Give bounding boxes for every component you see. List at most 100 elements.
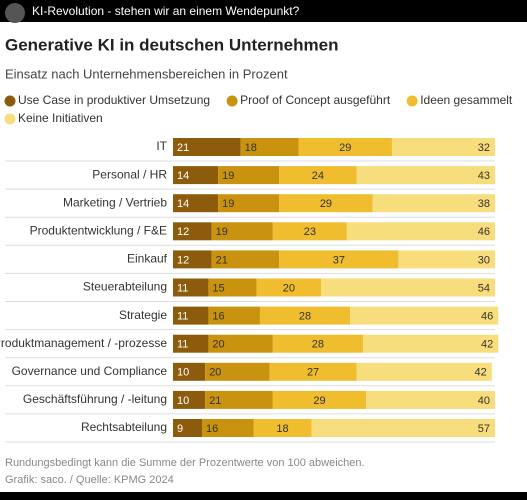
bar-segment bbox=[321, 278, 495, 297]
value-label: 14 bbox=[177, 170, 189, 182]
value-label: 28 bbox=[312, 339, 324, 351]
value-label: 11 bbox=[177, 339, 188, 351]
legend-swatch bbox=[4, 95, 16, 107]
value-label: 11 bbox=[177, 282, 188, 294]
value-label: 46 bbox=[481, 311, 493, 323]
bar-segment bbox=[259, 306, 351, 325]
bar-segment bbox=[205, 390, 273, 409]
value-label: 42 bbox=[481, 339, 493, 351]
value-label: 46 bbox=[478, 226, 490, 238]
value-label: 21 bbox=[216, 254, 228, 266]
bar-segment bbox=[173, 390, 206, 409]
value-label: 42 bbox=[475, 367, 487, 379]
chart-title: Generative KI in deutschen Unternehmen bbox=[5, 35, 338, 54]
footnote: Rundungsbedingt kann die Summe der Proze… bbox=[5, 457, 365, 469]
bar-segment bbox=[356, 166, 495, 185]
bar-segment bbox=[205, 362, 270, 381]
value-label: 29 bbox=[313, 395, 325, 407]
legend-swatch bbox=[406, 95, 418, 107]
bar-segment bbox=[211, 222, 273, 241]
bar-segment bbox=[173, 194, 219, 213]
bar-segment bbox=[240, 138, 299, 156]
bar-segment bbox=[211, 250, 280, 269]
bar-segment bbox=[372, 194, 495, 213]
value-label: 43 bbox=[478, 170, 490, 182]
bar-segment bbox=[208, 334, 273, 353]
value-label: 15 bbox=[212, 282, 224, 294]
bar-segment bbox=[201, 419, 254, 437]
value-label: 29 bbox=[320, 198, 332, 210]
value-label: 21 bbox=[209, 395, 221, 407]
value-label: 23 bbox=[304, 226, 316, 238]
bar-segment bbox=[208, 278, 257, 297]
legend-label: Use Case in produktiver Umsetzung bbox=[18, 93, 210, 107]
value-label: 16 bbox=[206, 423, 218, 435]
bar-segment bbox=[366, 390, 495, 409]
footnote: Grafik: saco. / Quelle: KPMG 2024 bbox=[5, 474, 174, 486]
legend-label: Ideen gesammelt bbox=[420, 93, 513, 107]
value-label: 57 bbox=[478, 423, 490, 435]
legend-swatch bbox=[4, 113, 16, 125]
bar-segment bbox=[173, 306, 209, 325]
legend-label: Keine Initiativen bbox=[18, 111, 103, 125]
category-label: Personal / HR bbox=[92, 167, 167, 181]
bar-segment bbox=[398, 250, 495, 269]
value-label: 38 bbox=[478, 198, 490, 210]
value-label: 40 bbox=[478, 395, 490, 407]
bar-segment bbox=[173, 222, 212, 241]
value-label: 29 bbox=[339, 142, 351, 154]
bar-segment bbox=[173, 419, 202, 437]
value-label: 37 bbox=[333, 254, 345, 266]
category-label: Produktmanagement / -prozesse bbox=[0, 336, 167, 350]
value-label: 28 bbox=[299, 311, 311, 323]
bar-segment bbox=[269, 362, 357, 381]
value-label: 19 bbox=[222, 198, 234, 210]
category-label: Governance und Compliance bbox=[12, 364, 168, 378]
value-label: 18 bbox=[245, 142, 257, 154]
bar-segment bbox=[218, 194, 280, 213]
category-label: Produktentwicklung / F&E bbox=[30, 223, 167, 237]
value-label: 11 bbox=[177, 311, 188, 323]
value-label: 19 bbox=[216, 226, 228, 238]
value-label: 12 bbox=[177, 254, 189, 266]
bar-segment bbox=[279, 194, 373, 213]
chart-subtitle: Einsatz nach Unternehmensbereichen in Pr… bbox=[5, 66, 288, 81]
bar-segment bbox=[356, 362, 492, 381]
bar-segment bbox=[279, 166, 357, 185]
bar-segment bbox=[298, 138, 392, 156]
bar-segment bbox=[350, 306, 499, 325]
bar-segment bbox=[362, 334, 499, 353]
category-label: Einkauf bbox=[127, 252, 168, 266]
value-label: 21 bbox=[177, 142, 189, 154]
value-label: 16 bbox=[212, 311, 224, 323]
category-label: Steuerabteilung bbox=[83, 280, 167, 294]
bar-segment bbox=[173, 362, 206, 381]
bar-segment bbox=[173, 250, 212, 269]
channel-avatar[interactable] bbox=[5, 3, 25, 23]
value-label: 20 bbox=[209, 367, 221, 379]
value-label: 10 bbox=[177, 395, 189, 407]
value-label: 24 bbox=[312, 170, 324, 182]
value-label: 19 bbox=[222, 170, 234, 182]
bar-segment bbox=[346, 222, 495, 241]
bar-segment bbox=[391, 138, 495, 156]
bar-segment bbox=[173, 334, 209, 353]
value-label: 14 bbox=[177, 198, 189, 210]
value-label: 9 bbox=[177, 423, 183, 435]
category-label: Strategie bbox=[119, 308, 167, 322]
bar-segment bbox=[272, 334, 363, 353]
bar-segment bbox=[173, 138, 241, 156]
value-label: 10 bbox=[177, 367, 189, 379]
category-label: IT bbox=[156, 139, 167, 153]
bar-segment bbox=[208, 306, 260, 325]
bar-segment bbox=[256, 278, 322, 297]
category-label: Rechtsabteilung bbox=[81, 420, 167, 434]
value-label: 20 bbox=[212, 339, 224, 351]
legend-label: Proof of Concept ausgeführt bbox=[240, 93, 391, 107]
value-label: 20 bbox=[283, 282, 295, 294]
bar-segment bbox=[173, 166, 219, 185]
video-title[interactable]: KI-Revolution - stehen wir an einem Wend… bbox=[32, 4, 300, 18]
value-label: 18 bbox=[276, 423, 288, 435]
category-label: Geschäftsführung / -leitung bbox=[23, 392, 167, 406]
